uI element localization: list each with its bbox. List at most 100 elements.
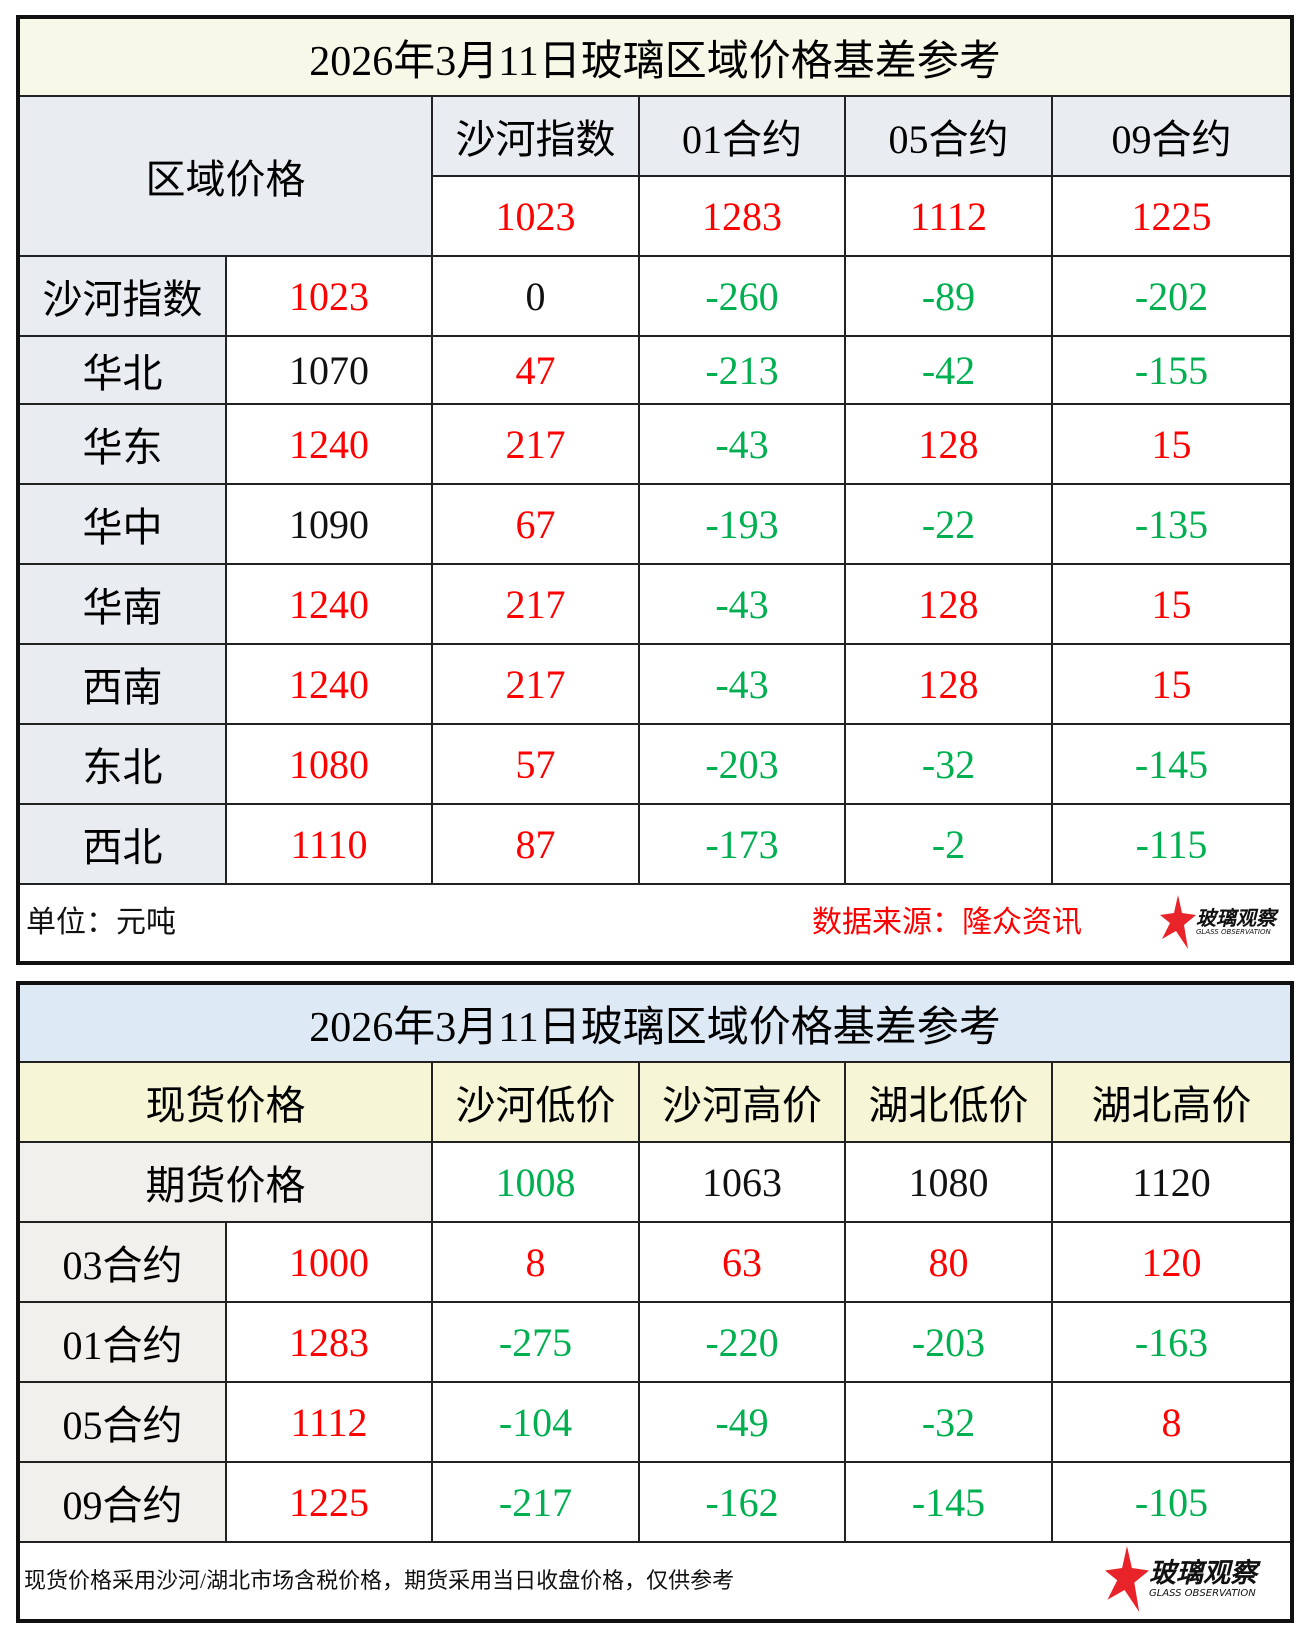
basis-value: -145 — [1051, 723, 1290, 805]
row-label: 华南 — [20, 563, 227, 645]
column-header: 沙河高价 — [638, 1061, 846, 1143]
row-label: 西北 — [20, 803, 227, 885]
row-label: 东北 — [20, 723, 227, 805]
column-header: 05合约 — [844, 95, 1053, 177]
basis-value: 80 — [844, 1221, 1053, 1303]
footer: 单位：元吨 数据来源：隆众资讯 玻璃观察 GLASS OBSERVATION — [20, 885, 1290, 961]
basis-value: 217 — [431, 563, 640, 645]
table-title: 2026年3月11日玻璃区域价格基差参考 — [20, 985, 1290, 1063]
basis-value: -32 — [844, 1381, 1053, 1463]
unit-label: 单位：元吨 — [26, 906, 176, 939]
basis-value: 63 — [638, 1221, 846, 1303]
regional-basis-table-panel: 2026年3月11日玻璃区域价格基差参考 区域价格 沙河指数 01合约 05合约… — [16, 15, 1294, 965]
footer: 现货价格采用沙河/湖北市场含税价格，期货采用当日收盘价格，仅供参考 玻璃观察 G… — [20, 1543, 1290, 1619]
row-label: 西南 — [20, 643, 227, 725]
basis-value: -22 — [844, 483, 1053, 565]
column-header: 湖北低价 — [844, 1061, 1053, 1143]
basis-value: 47 — [431, 335, 640, 405]
row-price: 1240 — [225, 403, 433, 485]
basis-value: 67 — [431, 483, 640, 565]
data-source: 数据来源：隆众资讯 — [812, 906, 1082, 939]
table-row: 05合约 1112 -104 -49 -32 8 — [20, 1381, 1290, 1463]
column-header: 沙河指数 — [431, 95, 640, 177]
row-label: 华中 — [20, 483, 227, 565]
row-label: 华北 — [20, 335, 227, 405]
logo-subtext: GLASS OBSERVATION — [1149, 1588, 1256, 1600]
row-price: 1283 — [225, 1301, 433, 1383]
basis-value: 217 — [431, 403, 640, 485]
table-row: 03合约 1000 8 63 80 120 — [20, 1221, 1290, 1303]
basis-value: -275 — [431, 1301, 640, 1383]
basis-value: 128 — [844, 403, 1053, 485]
table-row: 华北 1070 47 -213 -42 -155 — [20, 335, 1290, 405]
row-price: 1112 — [225, 1381, 433, 1463]
column-value: 1225 — [1051, 175, 1290, 257]
table-row: 东北 1080 57 -203 -32 -145 — [20, 723, 1290, 805]
basis-value: -43 — [638, 403, 846, 485]
column-value: 1120 — [1051, 1141, 1290, 1223]
basis-value: 8 — [431, 1221, 640, 1303]
table-row: 华东 1240 217 -43 128 15 — [20, 403, 1290, 485]
row-price: 1225 — [225, 1461, 433, 1543]
basis-value: -2 — [844, 803, 1053, 885]
basis-value: -203 — [844, 1301, 1053, 1383]
basis-value: -145 — [844, 1461, 1053, 1543]
basis-value: -32 — [844, 723, 1053, 805]
table-row: 西北 1110 87 -173 -2 -115 — [20, 803, 1290, 885]
row-price: 1090 — [225, 483, 433, 565]
red-star-icon — [1105, 1546, 1149, 1612]
row-price: 1110 — [225, 803, 433, 885]
basis-value: 15 — [1051, 403, 1290, 485]
basis-value: -43 — [638, 563, 846, 645]
basis-value: -217 — [431, 1461, 640, 1543]
column-header: 沙河低价 — [431, 1061, 640, 1143]
column-value: 1112 — [844, 175, 1053, 257]
row-label: 华东 — [20, 403, 227, 485]
row-label: 03合约 — [20, 1221, 227, 1303]
basis-value: -104 — [431, 1381, 640, 1463]
column-header: 09合约 — [1051, 95, 1290, 177]
footnote: 现货价格采用沙河/湖北市场含税价格，期货采用当日收盘价格，仅供参考 — [24, 1568, 735, 1593]
row-label: 09合约 — [20, 1461, 227, 1543]
column-value: 1283 — [638, 175, 846, 257]
table-row: 01合约 1283 -275 -220 -203 -163 — [20, 1301, 1290, 1383]
basis-value: 217 — [431, 643, 640, 725]
table-row: 沙河指数 1023 0 -260 -89 -202 — [20, 255, 1290, 337]
basis-value: 128 — [844, 563, 1053, 645]
basis-value: -43 — [638, 643, 846, 725]
glass-observation-logo: 玻璃观察 GLASS OBSERVATION — [1160, 895, 1276, 949]
corner-header: 区域价格 — [20, 95, 433, 257]
basis-value: -220 — [638, 1301, 846, 1383]
basis-value: -213 — [638, 335, 846, 405]
basis-value: 8 — [1051, 1381, 1290, 1463]
row-label: 沙河指数 — [20, 255, 227, 337]
red-star-icon — [1160, 895, 1196, 949]
basis-value: -155 — [1051, 335, 1290, 405]
basis-value: 57 — [431, 723, 640, 805]
row-label: 01合约 — [20, 1301, 227, 1383]
basis-value: -105 — [1051, 1461, 1290, 1543]
table-row: 西南 1240 217 -43 128 15 — [20, 643, 1290, 725]
corner-header: 现货价格 — [20, 1061, 433, 1143]
logo-subtext: GLASS OBSERVATION — [1196, 928, 1271, 937]
spot-futures-basis-table: 2026年3月11日玻璃区域价格基差参考 现货价格 沙河低价 沙河高价 湖北低价… — [20, 985, 1290, 1543]
futures-label: 期货价格 — [20, 1141, 433, 1223]
basis-value: 15 — [1051, 643, 1290, 725]
basis-value: -260 — [638, 255, 846, 337]
column-header: 01合约 — [638, 95, 846, 177]
regional-basis-table: 2026年3月11日玻璃区域价格基差参考 区域价格 沙河指数 01合约 05合约… — [20, 19, 1290, 885]
logo-text: 玻璃观察 — [1149, 1557, 1257, 1589]
table-row: 华中 1090 67 -193 -22 -135 — [20, 483, 1290, 565]
basis-value: -49 — [638, 1381, 846, 1463]
basis-value: 128 — [844, 643, 1053, 725]
column-value: 1008 — [431, 1141, 640, 1223]
row-price: 1240 — [225, 563, 433, 645]
row-label: 05合约 — [20, 1381, 227, 1463]
basis-value: -173 — [638, 803, 846, 885]
basis-value: -115 — [1051, 803, 1290, 885]
basis-value: 0 — [431, 255, 640, 337]
table-row: 09合约 1225 -217 -162 -145 -105 — [20, 1461, 1290, 1543]
row-price: 1023 — [225, 255, 433, 337]
column-value: 1080 — [844, 1141, 1053, 1223]
basis-value: -163 — [1051, 1301, 1290, 1383]
